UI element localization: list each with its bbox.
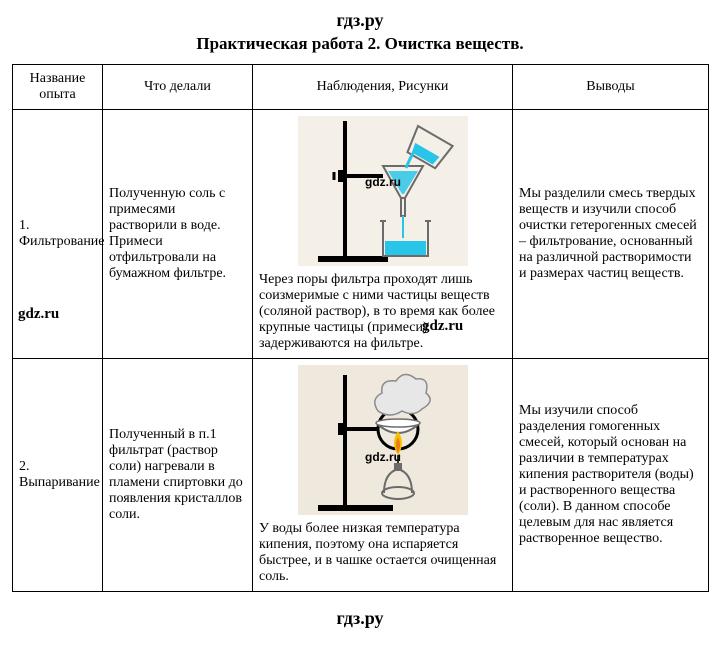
- table-header-row: Название опыта Что делали Наблюдения, Ри…: [13, 64, 709, 109]
- obs-text: У воды более низкая температура кипения,…: [259, 521, 506, 585]
- svg-text:gdz.ru: gdz.ru: [365, 450, 401, 464]
- cell-obs: gdz.ru У воды более низкая температура к…: [253, 358, 513, 591]
- footer-site: гдз.ру: [12, 608, 708, 629]
- cell-concl: Мы изучили способ разделения гомогенных …: [513, 358, 709, 591]
- svg-text:gdz.ru: gdz.ru: [365, 175, 401, 189]
- cell-obs: gdz.ru Через поры фильтра проходят лишь …: [253, 109, 513, 358]
- col-head-name: Название опыта: [13, 64, 103, 109]
- page-subtitle: Практическая работа 2. Очистка веществ.: [12, 34, 708, 54]
- cell-name: 1. Фильтрование: [13, 109, 103, 358]
- experiment-table: Название опыта Что делали Наблюдения, Ри…: [12, 64, 709, 592]
- obs-text: Через поры фильтра проходят лишь соизмер…: [259, 272, 506, 352]
- col-head-obs: Наблюдения, Рисунки: [253, 64, 513, 109]
- filtration-diagram: gdz.ru: [298, 116, 468, 266]
- cell-did: Полученный в п.1 фильтрат (раствор соли)…: [103, 358, 253, 591]
- table-row: 2. Выпаривание Полученный в п.1 фильтрат…: [13, 358, 709, 591]
- site-title: гдз.ру: [12, 10, 708, 32]
- col-head-did: Что делали: [103, 64, 253, 109]
- cell-concl: Мы разделили смесь твердых веществ и изу…: [513, 109, 709, 358]
- table-row: 1. Фильтрование Полученную соль с примес…: [13, 109, 709, 358]
- cell-did: Полученную соль с примесями растворили в…: [103, 109, 253, 358]
- col-head-concl: Выводы: [513, 64, 709, 109]
- evaporation-diagram: gdz.ru: [298, 365, 468, 515]
- cell-name: 2. Выпаривание: [13, 358, 103, 591]
